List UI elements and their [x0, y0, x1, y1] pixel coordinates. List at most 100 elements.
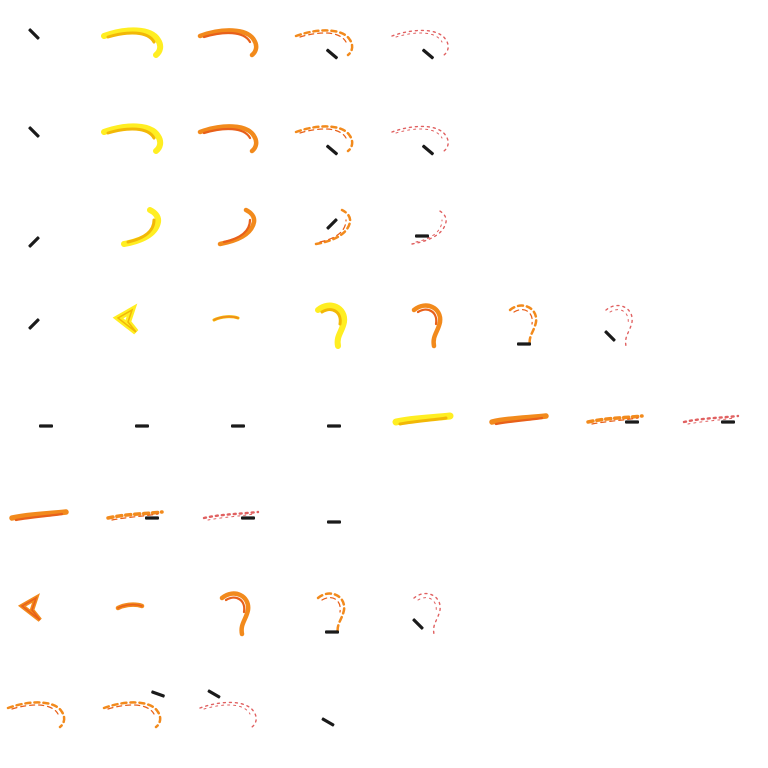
flame-streak — [106, 510, 164, 520]
sprite-frame — [384, 288, 480, 384]
sprite-frame — [0, 288, 96, 384]
flame-arc-core — [299, 128, 347, 139]
sprite-blade-flat — [327, 424, 341, 428]
blade-sprite — [326, 218, 338, 230]
sprite-frame — [288, 288, 384, 384]
flame-arc — [197, 124, 259, 154]
sprite-arc-orange — [197, 124, 259, 154]
sprite-streak-orange-fade — [586, 414, 644, 425]
flame-arc — [199, 701, 257, 728]
flame-spin-core — [416, 308, 438, 326]
sprite-spin-orange-fade — [316, 592, 346, 636]
blade-sprite — [625, 420, 639, 424]
sprite-spark-orange — [17, 593, 42, 622]
sprite-frame — [192, 192, 288, 288]
flame-spin-core — [513, 309, 533, 325]
flame-hook — [411, 209, 447, 245]
sprite-arc-orange-fade — [294, 125, 354, 156]
sprite-arc-red-fade — [199, 689, 257, 728]
sprite-frame — [96, 96, 192, 192]
flame-spin — [219, 591, 251, 637]
sprite-blade-flat — [135, 424, 149, 428]
sprite-frame — [0, 480, 96, 576]
flame-spin — [605, 304, 633, 347]
sprite-streak-yellow — [392, 412, 454, 426]
sprite-streak-orange-fade — [106, 510, 164, 521]
flame-arc-core — [395, 32, 443, 43]
sprite-hook-yellow — [121, 207, 162, 247]
sprite-spin-red-fade — [412, 592, 441, 635]
sprite-frame — [96, 0, 192, 96]
flame-arc-core — [107, 704, 155, 715]
sprite-frame — [384, 192, 480, 288]
sprite-frame — [288, 192, 384, 288]
flame-streak-core — [111, 513, 159, 521]
sprite-arc-yellow — [101, 27, 164, 58]
flame-arc-core — [11, 704, 59, 715]
sprite-hook-orange-fade — [314, 208, 352, 246]
flame-arc-core — [106, 31, 156, 44]
sprite-arc-orange-fade — [6, 701, 66, 729]
blade-sprite — [28, 28, 40, 40]
flame-spark-core — [116, 308, 137, 333]
flame-arc — [102, 701, 162, 729]
sprite-hook-orange — [217, 207, 257, 247]
blade-sprite — [231, 424, 245, 428]
flame-arc — [101, 123, 164, 154]
sprite-blade — [28, 318, 40, 330]
flame-streak-core — [207, 513, 255, 521]
flame-spin — [508, 304, 538, 348]
sprite-frame — [192, 288, 288, 384]
flame-arc-core — [202, 127, 252, 140]
sprite-frame — [0, 0, 96, 96]
flame-streak-core — [687, 417, 735, 425]
sprite-frame — [384, 576, 480, 672]
flame-streak-core — [591, 417, 639, 425]
sprite-frame — [192, 480, 288, 576]
flame-spin-core — [224, 596, 246, 614]
blade-sprite — [39, 424, 53, 428]
flame-spin — [413, 592, 441, 635]
sprite-frame — [576, 288, 672, 384]
blade-sprite — [517, 342, 531, 346]
blade-sprite — [422, 144, 434, 156]
blade-sprite — [422, 48, 434, 60]
flame-arc — [6, 701, 66, 729]
blade-sprite — [604, 330, 616, 342]
blade-sprite — [321, 717, 335, 727]
sprite-frame — [96, 672, 192, 768]
sprite-streak-red-fade — [682, 414, 740, 425]
sprite-frame — [480, 384, 576, 480]
flame-arc-core — [203, 704, 251, 715]
flame-streak — [392, 412, 454, 426]
blade-sprite — [412, 618, 424, 630]
flame-spark-core — [20, 596, 41, 621]
sprite-frame — [192, 0, 288, 96]
flame-arc-core — [106, 127, 156, 140]
flame-spin-core — [321, 597, 341, 613]
flame-arc — [101, 27, 164, 58]
sprite-frame — [0, 576, 96, 672]
sprite-arc-orange-fade — [102, 690, 165, 729]
sprite-arc-orange-fade — [294, 29, 354, 60]
sprite-frame — [192, 576, 288, 672]
flame-hook — [314, 208, 352, 246]
sprite-frame — [480, 288, 576, 384]
blade-sprite — [28, 126, 40, 138]
flame-streak — [586, 414, 644, 424]
sprite-spin-red-fade — [604, 304, 633, 347]
sprite-frame — [672, 384, 768, 480]
sprite-frame — [96, 384, 192, 480]
sprite-streak-orange — [489, 413, 549, 426]
blade-sprite — [326, 144, 338, 156]
flame-arc — [391, 29, 449, 56]
sprite-spin-orange — [411, 303, 443, 349]
sprite-frame — [0, 672, 96, 768]
flame-arc-core — [299, 32, 347, 43]
flame-spin-core — [417, 597, 437, 613]
blade-sprite — [327, 424, 341, 428]
flame-streak-core — [398, 416, 448, 426]
flame-spin-core — [320, 308, 342, 326]
blade-sprite — [28, 236, 40, 248]
flame-hook-core — [126, 218, 156, 244]
